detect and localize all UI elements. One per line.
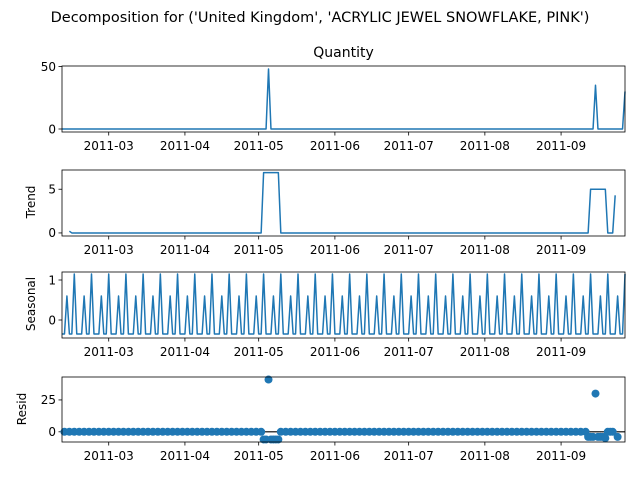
seasonal-x-tick-label: 2011-08	[460, 345, 510, 359]
resid-y-tick-label: 0	[48, 425, 56, 439]
trend-series-line	[68, 171, 616, 234]
trend-y-tick-label: 0	[48, 226, 56, 240]
resid-x-tick-label: 2011-06	[310, 449, 360, 463]
quantity-x-tick-label: 2011-04	[160, 139, 210, 153]
resid-x-tick-label: 2011-07	[384, 449, 434, 463]
seasonal-y-tick-label: 0	[48, 313, 56, 327]
seasonal-panel: 2011-03 2011-04 2011-05 2011-06 2011-07 2011-…	[48, 271, 626, 359]
resid-point	[274, 435, 283, 444]
resid-point	[608, 427, 617, 436]
quantity-axes-frame	[61, 65, 626, 133]
quantity-y-tick-label: 50	[41, 60, 56, 74]
quantity-x-tick-label: 2011-08	[460, 139, 510, 153]
seasonal-x-tick-label: 2011-07	[384, 345, 434, 359]
quantity-x-tick-label: 2011-09	[536, 139, 586, 153]
seasonal-x-tick-label: 2011-05	[234, 345, 284, 359]
quantity-x-tick-label: 2011-06	[310, 139, 360, 153]
quantity-panel-title: Quantity	[313, 45, 374, 61]
resid-x-tick-label: 2011-08	[460, 449, 510, 463]
trend-panel: 2011-03 2011-04 2011-05 2011-06 2011-07 2011-…	[48, 169, 626, 257]
resid-x-tick-label: 2011-04	[160, 449, 210, 463]
seasonal-axis-label: Seasonal	[24, 277, 38, 331]
resid-axes-frame	[61, 376, 626, 443]
seasonal-x-tick-label: 2011-09	[536, 345, 586, 359]
resid-x-tick-label: 2011-09	[536, 449, 586, 463]
trend-x-tick-label: 2011-04	[160, 243, 210, 257]
trend-x-tick-label: 2011-03	[84, 243, 134, 257]
seasonal-y-tick-label: 1	[48, 273, 56, 287]
quantity-x-tick-label: 2011-05	[234, 139, 284, 153]
quantity-x-tick-label: 2011-03	[84, 139, 134, 153]
seasonal-series-line	[62, 273, 626, 335]
resid-y-tick-label: 25	[41, 393, 56, 407]
trend-x-tick-label: 2011-06	[310, 243, 360, 257]
resid-x-tick-label: 2011-03	[84, 449, 134, 463]
resid-point	[257, 427, 266, 436]
seasonal-x-tick-label: 2011-04	[160, 345, 210, 359]
trend-axis-label: Trend	[24, 186, 38, 220]
seasonal-x-tick-label: 2011-06	[310, 345, 360, 359]
trend-x-tick-label: 2011-09	[536, 243, 586, 257]
quantity-y-tick-label: 0	[48, 122, 56, 136]
quantity-panel: 2011-03 2011-04 2011-05 2011-06 2011-07 2011-…	[41, 60, 626, 153]
trend-x-tick-label: 2011-08	[460, 243, 510, 257]
resid-panel: 2011-03 2011-04 2011-05 2011-06 2011-07 2011-…	[41, 375, 626, 463]
resid-point	[591, 389, 600, 398]
resid-x-tick-label: 2011-05	[234, 449, 284, 463]
trend-y-tick-label: 5	[48, 183, 56, 197]
quantity-series-line	[62, 68, 626, 130]
resid-point	[264, 375, 273, 384]
resid-point	[601, 434, 610, 443]
quantity-x-tick-label: 2011-07	[384, 139, 434, 153]
figure-suptitle: Decomposition for ('United Kingdom', 'AC…	[51, 10, 590, 26]
trend-axes-frame	[61, 169, 626, 237]
seasonal-x-tick-label: 2011-03	[84, 345, 134, 359]
resid-axis-label: Resid	[15, 393, 29, 425]
trend-x-tick-label: 2011-05	[234, 243, 284, 257]
resid-point	[613, 432, 622, 441]
seasonal-axes-frame	[61, 271, 626, 339]
trend-x-tick-label: 2011-07	[384, 243, 434, 257]
